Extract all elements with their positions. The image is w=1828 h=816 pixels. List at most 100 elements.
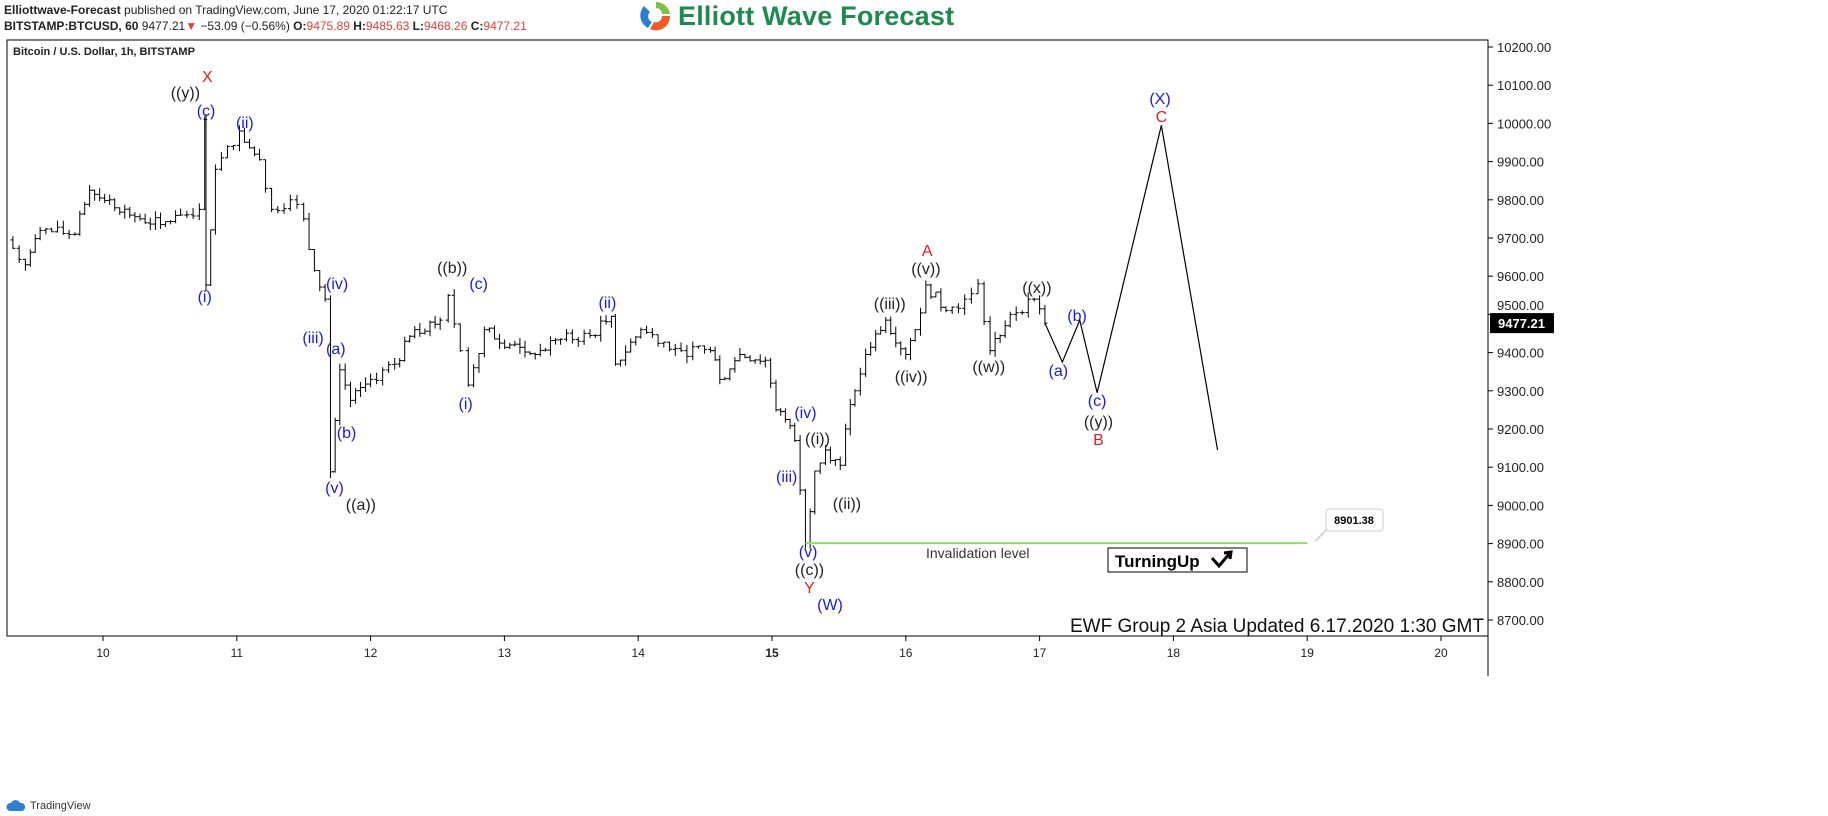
wave-label: (iii) — [776, 469, 797, 486]
x-tick-label: 18 — [1167, 646, 1181, 660]
price-bar — [363, 377, 369, 392]
price-bar — [962, 294, 968, 315]
price-bar — [569, 329, 575, 344]
price-bar — [773, 379, 779, 412]
plot-frame — [6, 39, 1489, 637]
price-bar — [992, 331, 998, 357]
price-bar — [837, 456, 843, 471]
price-bar — [407, 335, 413, 343]
price-bar — [230, 144, 236, 151]
wave-label: C — [1156, 109, 1168, 126]
price-bar — [241, 127, 247, 143]
price-bar — [287, 194, 293, 211]
x-tick-label: 16 — [899, 646, 913, 660]
price-bar — [451, 289, 457, 328]
turning-up-text: TurningUp — [1115, 552, 1200, 571]
price-bar — [527, 351, 533, 356]
price-bar — [907, 337, 913, 361]
price-bar — [306, 212, 312, 251]
price-bar — [236, 125, 242, 152]
wave-label: ((c)) — [795, 562, 824, 579]
wave-label: ((x)) — [1022, 280, 1051, 297]
y-tick-label: 9400.00 — [1497, 346, 1544, 361]
wave-label: (c) — [469, 276, 488, 293]
y-tick-label: 9600.00 — [1497, 269, 1544, 284]
price-bar — [16, 245, 22, 263]
price-bar — [955, 303, 961, 314]
price-bar — [938, 288, 944, 312]
price-bar — [933, 291, 939, 298]
price-bar — [49, 227, 55, 233]
chart-title: Bitcoin / U.S. Dollar, 1h, BITSTAMP — [13, 46, 195, 58]
price-bar — [196, 203, 202, 221]
price-bar — [678, 342, 684, 352]
price-bar — [417, 323, 423, 337]
price-bar — [203, 114, 209, 292]
open-value: 9475.89 — [306, 19, 350, 33]
price-bar — [22, 258, 28, 271]
price-bar — [997, 334, 1003, 344]
price-bar — [802, 488, 808, 549]
wave-label: (a) — [326, 341, 346, 358]
price-bar — [727, 368, 733, 381]
tradingview-logo: TradingView — [6, 800, 91, 812]
price-bar — [628, 338, 634, 353]
x-tick-label: 10 — [96, 646, 110, 660]
invalidation-price: 8901.38 — [1334, 515, 1374, 527]
price-bar — [1037, 295, 1043, 315]
price-bar — [208, 229, 214, 287]
price-bar — [623, 345, 629, 366]
price-bar — [563, 328, 569, 342]
price-bar — [502, 339, 508, 350]
price-bar — [77, 210, 83, 236]
price-bar — [968, 287, 974, 304]
wave-label: (ii) — [599, 295, 617, 312]
price-bar — [317, 269, 323, 292]
high-label: H: — [353, 19, 366, 33]
price-bar — [707, 346, 713, 353]
low-label: L: — [412, 19, 424, 33]
price-bar — [618, 359, 624, 367]
wave-label: (b) — [337, 425, 357, 442]
price-bar — [152, 211, 158, 230]
price-bar — [575, 336, 581, 347]
wave-label: ((a)) — [346, 497, 376, 514]
price-bar — [147, 217, 153, 230]
price-bar — [747, 355, 753, 362]
price-bar — [332, 417, 338, 473]
price-bar — [778, 408, 784, 416]
price-bar — [491, 325, 497, 340]
logo-text: Elliott Wave Forecast — [678, 0, 955, 31]
price-bar — [497, 333, 503, 349]
price-bar — [397, 358, 403, 368]
x-tick-label: 11 — [231, 646, 244, 660]
y-tick-label: 9200.00 — [1497, 422, 1544, 437]
wave-label: (ii) — [236, 115, 254, 132]
price-bar — [43, 227, 49, 235]
price-bar — [1007, 311, 1013, 328]
price-bar — [322, 284, 328, 302]
wave-label: (c) — [1088, 393, 1107, 410]
price-bar — [1002, 320, 1008, 338]
price-bar — [537, 343, 543, 357]
price-bar — [247, 138, 253, 149]
price-bar — [275, 206, 281, 214]
price-bar — [1019, 310, 1025, 315]
price-bar — [257, 148, 263, 161]
price-bar — [281, 203, 287, 214]
price-bar — [112, 198, 118, 211]
price-bar — [358, 382, 364, 397]
price-bar — [542, 347, 548, 352]
y-tick-label: 9000.00 — [1497, 498, 1544, 513]
price-bar — [353, 387, 359, 404]
price-bar — [218, 151, 224, 171]
symbol-info: BITSTAMP:BTCUSD, 60 9477.21▼ −53.09 (−0.… — [4, 19, 527, 33]
arrow-check-up-icon — [1210, 550, 1233, 569]
price-bar — [72, 232, 78, 236]
price-bar — [127, 206, 133, 219]
price-bar — [432, 315, 438, 329]
price-bar — [852, 389, 858, 407]
price-bar — [762, 356, 768, 368]
